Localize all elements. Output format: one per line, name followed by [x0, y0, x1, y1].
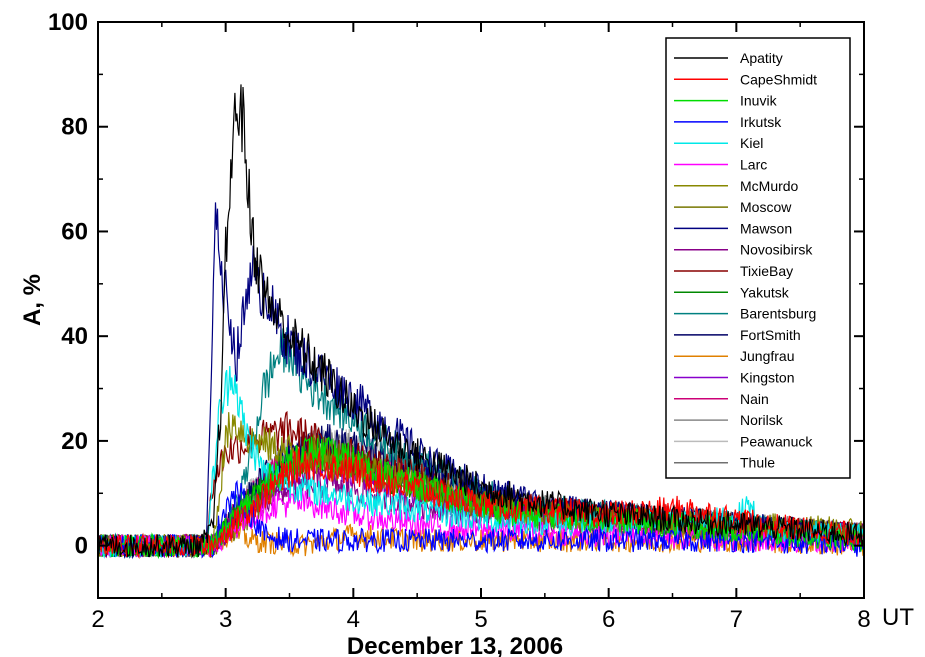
- legend-label: Yakutsk: [740, 284, 790, 300]
- y-tick-label: 100: [48, 9, 88, 36]
- series-layer: [98, 84, 864, 560]
- x-tick-label: 2: [91, 606, 104, 633]
- x-unit-label: UT: [882, 604, 914, 631]
- legend-label: Peawanuck: [740, 433, 813, 449]
- legend-label: Thule: [740, 455, 775, 471]
- x-tick-label: 8: [857, 606, 870, 633]
- legend-label: TixieBay: [740, 263, 793, 279]
- y-tick-label: 40: [61, 323, 88, 350]
- legend-label: Kingston: [740, 370, 794, 386]
- x-tick-label: 7: [730, 606, 743, 633]
- legend-label: Novosibirsk: [740, 242, 813, 258]
- legend-label: FortSmith: [740, 327, 801, 343]
- series-line-capeshmidt: [98, 447, 864, 560]
- legend-label: McMurdo: [740, 178, 799, 194]
- x-tick-label: 4: [347, 606, 360, 633]
- legend-label: Inuvik: [740, 93, 778, 109]
- legend-label: Jungfrau: [740, 348, 794, 364]
- series-line-inuvik: [98, 436, 864, 560]
- x-tick-label: 6: [602, 606, 615, 633]
- y-tick-label: 20: [61, 428, 88, 455]
- legend-label: Nain: [740, 391, 769, 407]
- y-axis-title: A, %: [19, 274, 46, 326]
- x-axis-title: December 13, 2006: [347, 633, 563, 657]
- legend-label: Kiel: [740, 135, 763, 151]
- legend-label: Barentsburg: [740, 306, 816, 322]
- legend-label: Larc: [740, 157, 767, 173]
- legend-label: Apatity: [740, 50, 783, 66]
- legend-label: Irkutsk: [740, 114, 782, 130]
- legend-label: CapeShmidt: [740, 71, 817, 87]
- legend-label: Mawson: [740, 220, 792, 236]
- legend-label: Moscow: [740, 199, 792, 215]
- legend-label: Norilsk: [740, 412, 784, 428]
- y-tick-label: 80: [61, 114, 88, 141]
- series-line-apatity: [98, 84, 864, 559]
- y-tick-label: 60: [61, 218, 88, 245]
- legend: Apatity CapeShmidt Inuvik Irkutsk Kiel Larc Mc…: [665, 37, 851, 479]
- x-tick-label: 3: [219, 606, 232, 633]
- legend-box: [665, 37, 851, 479]
- x-tick-label: 5: [474, 606, 487, 633]
- y-tick-label: 0: [75, 533, 88, 560]
